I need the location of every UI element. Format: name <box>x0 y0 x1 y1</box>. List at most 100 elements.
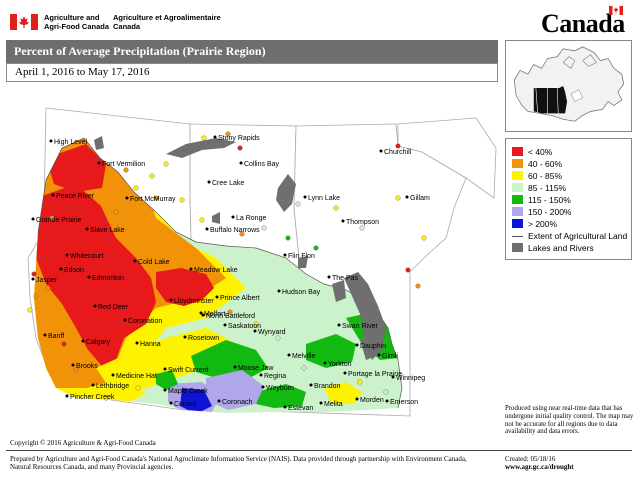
map-legend: < 40% 40 - 60% 60 - 85% 85 - 115% 115 - … <box>505 138 632 260</box>
locator-map <box>505 40 632 132</box>
legend-label: 40 - 60% <box>528 159 563 169</box>
city-marker <box>391 375 395 379</box>
city-marker <box>277 289 281 293</box>
city-marker <box>125 196 129 200</box>
copyright: Copyright © 2016 Agriculture & Agri-Food… <box>10 439 156 447</box>
city-marker <box>287 353 291 357</box>
legend-label: 85 - 115% <box>528 183 567 193</box>
city-marker <box>337 323 341 327</box>
legend-label: < 40% <box>528 147 553 157</box>
created-date: Created: 05/18/16 <box>505 455 556 463</box>
footer-divider <box>6 450 632 451</box>
legend-label: Lakes and Rivers <box>528 243 594 253</box>
city-label: Coronation <box>128 318 162 325</box>
city-label: Fort Vermilion <box>102 161 145 168</box>
city-marker <box>135 341 139 345</box>
city-label: High Level <box>54 139 88 146</box>
city-label: The Pas <box>332 275 359 282</box>
city-label: Brooks <box>76 363 98 370</box>
city-marker <box>91 383 95 387</box>
city-marker <box>283 253 287 257</box>
city-marker <box>59 267 63 271</box>
city-label: Flin Flon <box>288 253 315 260</box>
city-label: Weyburn <box>266 385 294 392</box>
legend-label: 60 - 85% <box>528 171 563 181</box>
city-label: Thompson <box>346 219 379 226</box>
lakes-and-rivers <box>94 136 386 360</box>
city-label: Edmonton <box>92 275 124 282</box>
legend-swatch <box>512 207 523 216</box>
city-label: Edson <box>64 267 84 274</box>
city-label: Estevan <box>288 405 313 412</box>
city-marker <box>205 227 209 231</box>
data-disclaimer: Produced using near real-time data that … <box>505 405 634 436</box>
legend-label: 150 - 200% <box>528 207 572 217</box>
city-label: Melville <box>292 353 315 360</box>
legend-swatch <box>512 243 523 252</box>
city-marker <box>215 295 219 299</box>
city-marker <box>355 343 359 347</box>
city-marker <box>309 383 313 387</box>
city-label: Peace River <box>56 193 95 200</box>
city-label: Winnipeg <box>396 375 425 382</box>
city-marker <box>163 388 167 392</box>
city-label: Churchill <box>384 149 412 156</box>
precipitation-map: High Level Fort Vermilion Peace River Fort … <box>27 107 497 417</box>
city-marker <box>319 401 323 405</box>
city-label: Brandon <box>314 383 341 390</box>
legend-swatch <box>512 171 523 180</box>
city-label: Melita <box>324 401 343 408</box>
city-label: Morden <box>360 397 384 404</box>
city-marker <box>133 259 137 263</box>
city-label: Saskatoon <box>228 323 261 330</box>
city-label: Buffalo Narrows <box>210 227 260 234</box>
hudson-bay <box>397 117 497 199</box>
city-marker <box>51 193 55 197</box>
city-marker <box>189 267 193 271</box>
city-label: Cree Lake <box>212 180 244 187</box>
city-marker <box>111 373 115 377</box>
city-label: Consul <box>174 401 196 408</box>
legend-swatch <box>512 147 523 156</box>
city-label: Wynyard <box>258 329 286 336</box>
prepared-by: Prepared by Agriculture and Agri-Food Ca… <box>10 455 467 471</box>
agricultural-extent-line <box>37 137 403 409</box>
city-marker <box>169 298 173 302</box>
city-marker <box>81 339 85 343</box>
city-label: Rosetown <box>188 335 219 342</box>
legend-label: 115 - 150% <box>528 195 571 205</box>
city-marker <box>123 318 127 322</box>
city-marker <box>327 275 331 279</box>
city-marker <box>31 217 35 221</box>
map-title: Percent of Average Precipitation (Prairi… <box>6 40 498 63</box>
city-marker <box>355 397 359 401</box>
city-marker <box>71 363 75 367</box>
city-marker <box>31 277 35 281</box>
city-label: Fort McMurray <box>130 196 176 203</box>
canada-flag-icon <box>10 14 38 30</box>
city-marker <box>87 275 91 279</box>
city-marker <box>65 394 69 398</box>
city-marker <box>233 365 237 369</box>
date-range: April 1, 2016 to May 17, 2016 <box>6 63 498 82</box>
city-label: Collins Bay <box>244 161 280 168</box>
legend-swatch <box>512 195 523 204</box>
source-url: www.agr.gc.ca/drought <box>505 463 574 471</box>
city-marker <box>253 329 257 333</box>
city-marker <box>343 371 347 375</box>
city-label: Banff <box>48 333 64 340</box>
city-label: Regina <box>264 373 286 380</box>
city-marker <box>385 399 389 403</box>
city-marker <box>283 405 287 409</box>
city-label: Cold Lake <box>138 259 170 266</box>
department-name-fr: Agriculture et Agroalimentaire Canada <box>113 13 221 31</box>
city-label: Dauphin <box>360 343 386 350</box>
city-label: Meadow Lake <box>194 267 238 274</box>
city-marker <box>85 227 89 231</box>
city-marker <box>379 149 383 153</box>
legend-swatch <box>512 183 523 192</box>
city-label: Pincher Creek <box>70 394 115 401</box>
city-marker <box>231 215 235 219</box>
city-label: Jasper <box>36 277 58 284</box>
city-label: Yorkton <box>328 361 352 368</box>
